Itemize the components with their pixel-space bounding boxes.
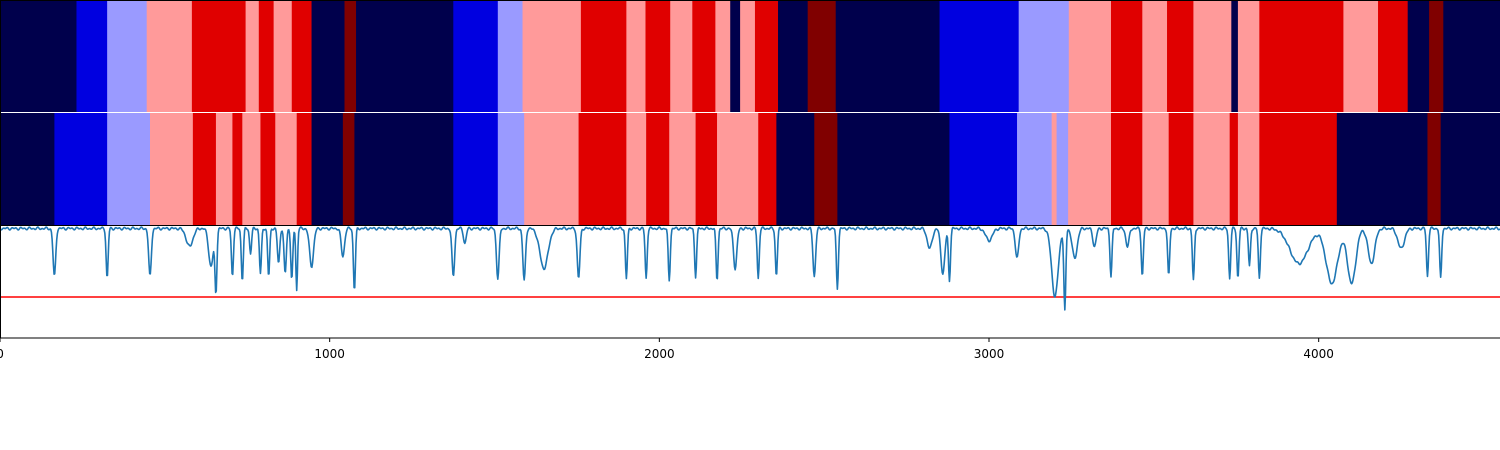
segment-row1-40 <box>1429 0 1444 112</box>
x-tick-label: 1000 <box>314 347 345 361</box>
segment-row1-0 <box>0 0 77 112</box>
segment-row1-3 <box>146 0 193 112</box>
segment-row2-20 <box>669 113 696 225</box>
segment-row2-36 <box>1229 113 1239 225</box>
segment-row2-38 <box>1259 113 1338 225</box>
segment-row1-22 <box>740 0 756 112</box>
segment-row1-13 <box>497 0 523 112</box>
segment-row1-5 <box>245 0 260 112</box>
segment-row1-36 <box>1259 0 1344 112</box>
segment-row2-13 <box>354 113 454 225</box>
segment-row1-12 <box>453 0 499 112</box>
segment-row1-6 <box>258 0 275 112</box>
segment-row1-7 <box>273 0 293 112</box>
segment-row1-19 <box>692 0 716 112</box>
segment-row2-26 <box>837 113 950 225</box>
segment-row1-31 <box>1142 0 1168 112</box>
segment-row2-16 <box>524 113 579 225</box>
segment-row2-3 <box>150 113 194 225</box>
segment-row2-24 <box>776 113 815 225</box>
segment-row2-32 <box>1110 113 1143 225</box>
segment-row1-10 <box>344 0 357 112</box>
segment-row2-22 <box>717 113 759 225</box>
segment-row1-2 <box>107 0 148 112</box>
segment-row2-14 <box>453 113 499 225</box>
segment-row2-28 <box>1017 113 1053 225</box>
x-axis: 0 1000 2000 3000 4000 <box>0 338 1334 361</box>
segment-row1-17 <box>645 0 671 112</box>
segment-row1-18 <box>670 0 693 112</box>
segment-row1-26 <box>835 0 940 112</box>
segment-row2-25 <box>814 113 838 225</box>
segment-row2-1 <box>54 113 108 225</box>
segment-row2-39 <box>1336 113 1428 225</box>
segment-row2-10 <box>296 113 312 225</box>
segment-row2-11 <box>311 113 344 225</box>
segment-row2-33 <box>1142 113 1170 225</box>
segment-row1-9 <box>311 0 345 112</box>
segment-row1-41 <box>1443 0 1500 112</box>
x-tick-label: 4000 <box>1303 347 1334 361</box>
signal-panel-background <box>0 226 1500 338</box>
segment-row2-0 <box>0 113 55 225</box>
segmentation-row-2 <box>0 113 1500 225</box>
segmentation-row-1 <box>0 0 1500 112</box>
segment-row2-6 <box>232 113 243 225</box>
signal-panel <box>0 226 1500 338</box>
segment-row1-25 <box>807 0 837 112</box>
segment-row2-35 <box>1193 113 1231 225</box>
segment-row1-23 <box>754 0 779 112</box>
segment-row1-11 <box>356 0 454 112</box>
segment-row1-30 <box>1110 0 1143 112</box>
segment-row1-14 <box>522 0 582 112</box>
segment-row1-38 <box>1378 0 1409 112</box>
segment-row2-41 <box>1440 113 1500 225</box>
segment-row2-21 <box>695 113 718 225</box>
segment-row2-15 <box>497 113 525 225</box>
segment-row2-17 <box>578 113 627 225</box>
segment-row2-27 <box>949 113 1018 225</box>
segment-row2-7 <box>242 113 261 225</box>
segment-row1-8 <box>291 0 312 112</box>
segment-row2-8 <box>260 113 276 225</box>
segment-row1-32 <box>1167 0 1194 112</box>
segment-row2-9 <box>275 113 298 225</box>
segment-row2-31 <box>1068 113 1112 225</box>
segment-row2-18 <box>626 113 647 225</box>
segment-row1-39 <box>1407 0 1430 112</box>
segment-row1-4 <box>191 0 247 112</box>
segment-row2-37 <box>1237 113 1260 225</box>
axes-frame <box>0 0 1500 339</box>
segment-row2-19 <box>646 113 670 225</box>
segment-row1-15 <box>580 0 627 112</box>
segment-row1-37 <box>1343 0 1379 112</box>
segment-row1-34 <box>1231 0 1239 112</box>
segment-row2-30 <box>1056 113 1069 225</box>
segment-row2-12 <box>342 113 355 225</box>
segment-row1-20 <box>715 0 731 112</box>
segment-row2-23 <box>758 113 777 225</box>
segment-row2-34 <box>1168 113 1194 225</box>
segment-row2-4 <box>192 113 217 225</box>
segment-row1-28 <box>1018 0 1070 112</box>
segment-row1-24 <box>778 0 809 112</box>
x-tick-label: 2000 <box>644 347 675 361</box>
segment-row1-27 <box>939 0 1020 112</box>
x-tick-label: 3000 <box>974 347 1005 361</box>
segment-row1-29 <box>1068 0 1112 112</box>
segment-row2-29 <box>1051 113 1057 225</box>
segment-row2-5 <box>215 113 233 225</box>
segment-row1-1 <box>76 0 108 112</box>
segment-row2-40 <box>1427 113 1442 225</box>
segment-row1-21 <box>730 0 741 112</box>
segment-row1-35 <box>1237 0 1260 112</box>
x-tick-label: 0 <box>0 347 4 361</box>
segment-row1-33 <box>1193 0 1232 112</box>
segment-row1-16 <box>626 0 646 112</box>
signal-line <box>0 226 1500 311</box>
segment-row2-2 <box>107 113 151 225</box>
